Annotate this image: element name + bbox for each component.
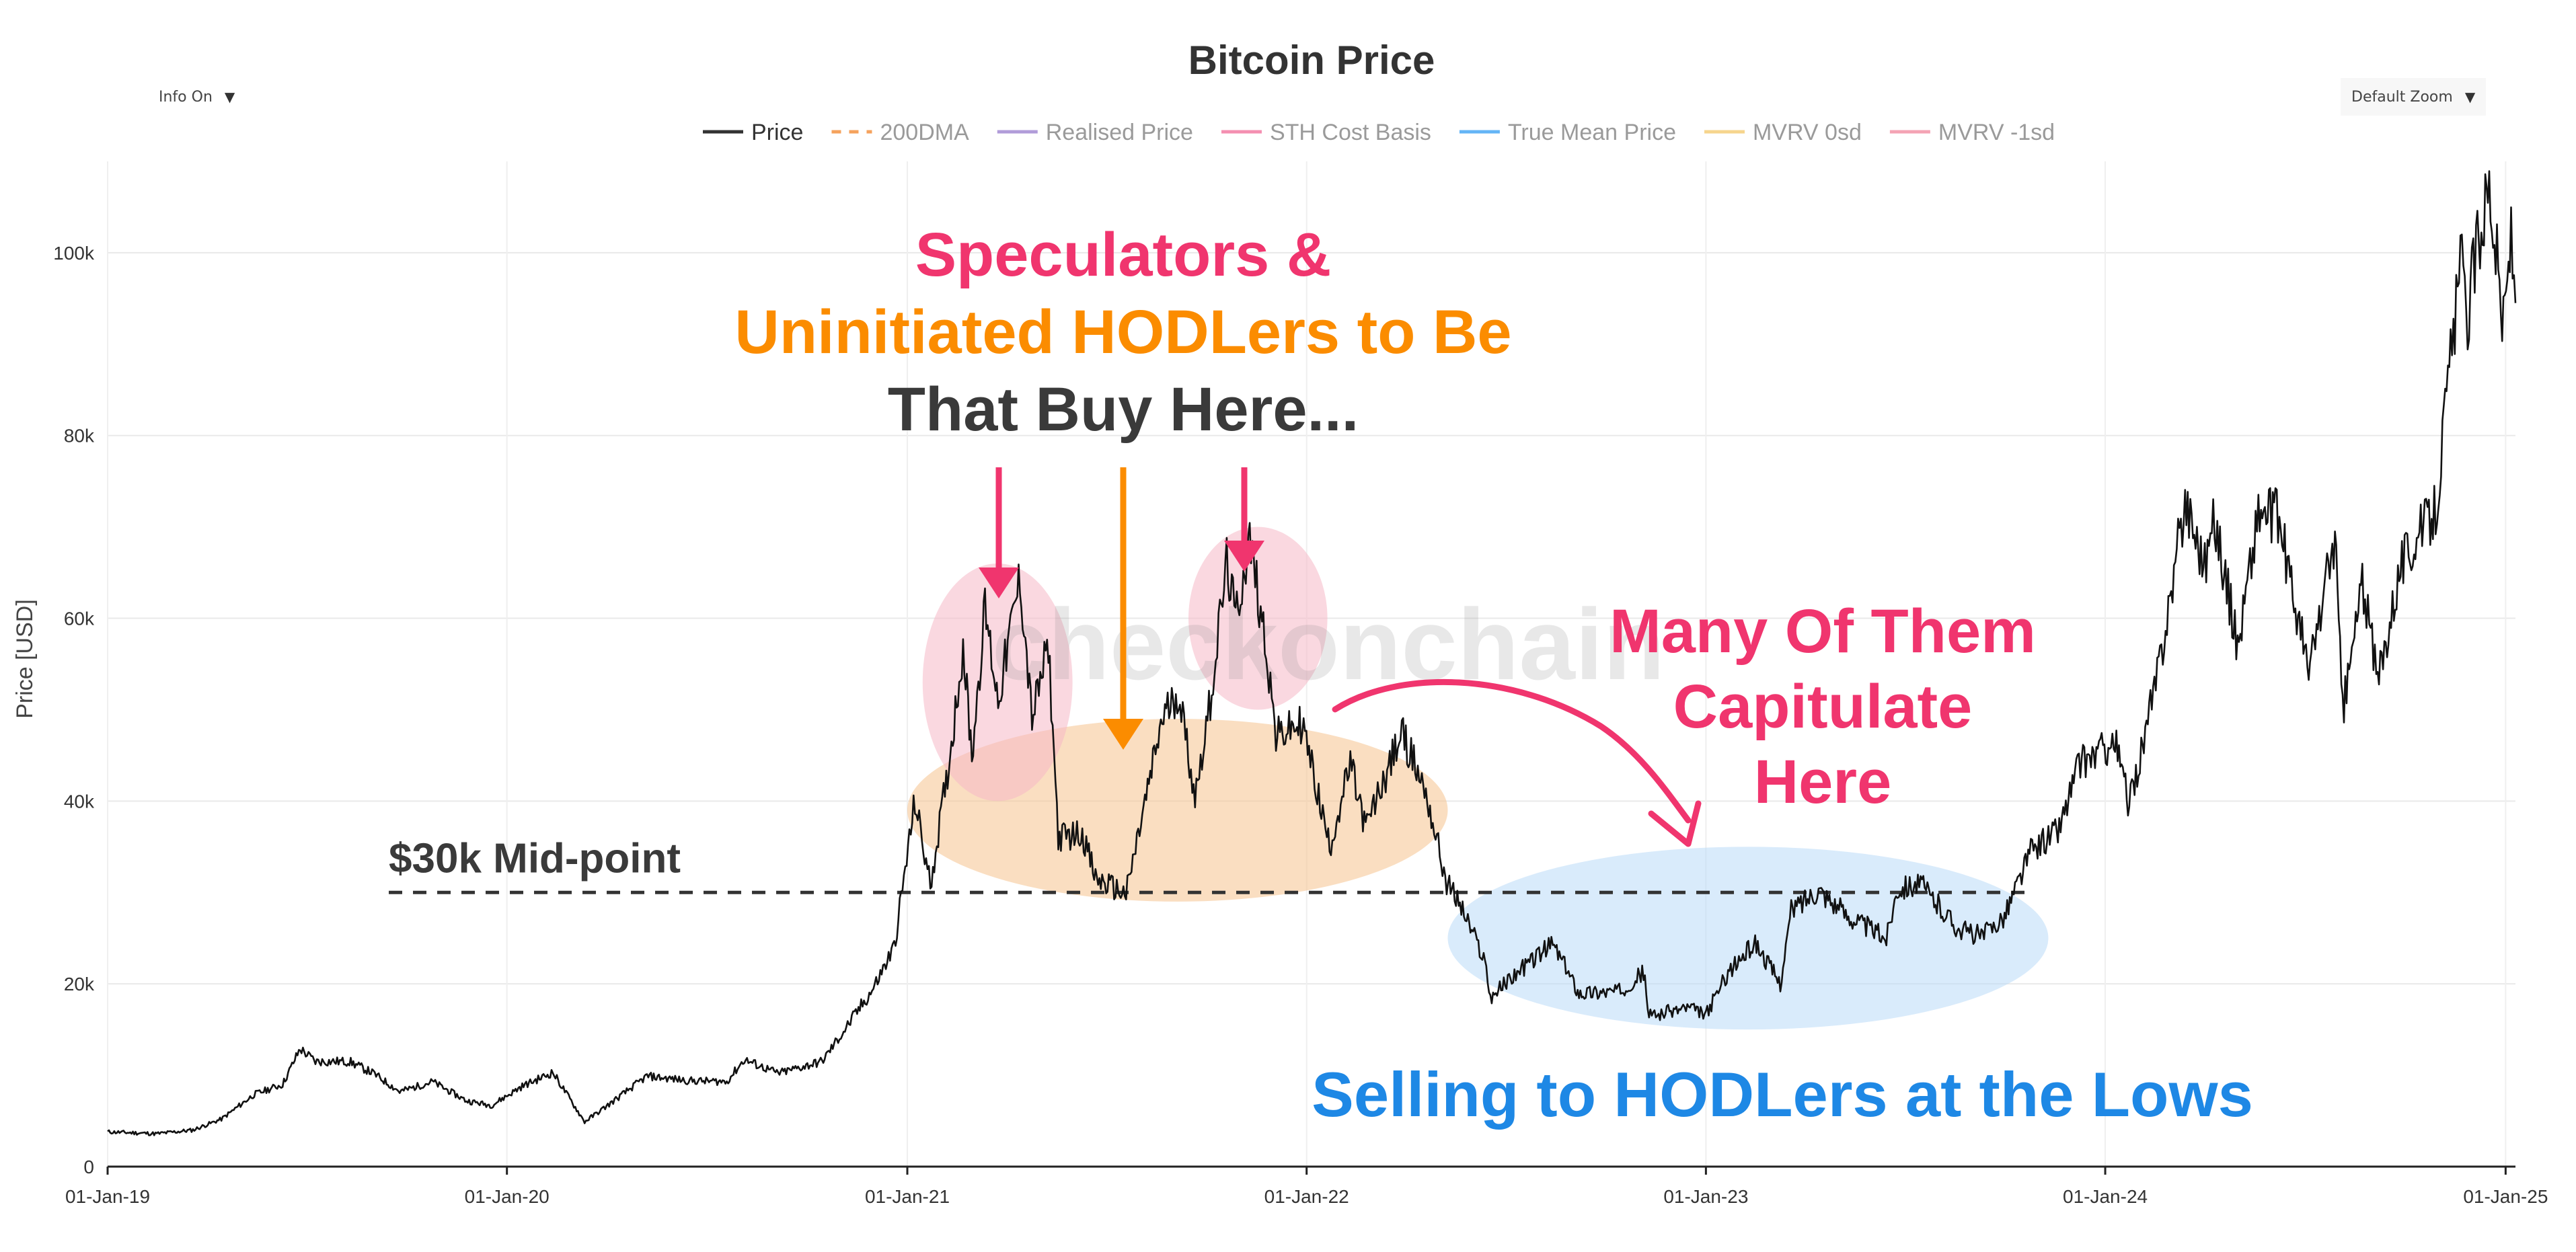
annotation-text: That Buy Here...: [888, 375, 1359, 444]
y-tick-label: 60k: [64, 609, 95, 629]
y-tick-label: 0: [83, 1157, 94, 1177]
info-toggle-label: Info On: [159, 88, 213, 106]
legend-label: Realised Price: [1046, 120, 1193, 145]
zoom-select-dropdown[interactable]: Default Zoom ▼: [2341, 78, 2487, 116]
arrow-down-pink-left-head: [979, 568, 1019, 598]
legend-label: MVRV 0sd: [1753, 120, 1862, 145]
annotation-line: Uninitiated HODLers to Be: [734, 298, 1511, 366]
caret-down-icon: ▼: [224, 89, 235, 105]
chart-title: Bitcoin Price: [1188, 38, 1435, 83]
y-tick-label: 80k: [64, 426, 95, 446]
legend-label: STH Cost Basis: [1270, 120, 1431, 145]
legend-item[interactable]: MVRV 0sd: [1704, 120, 1862, 145]
arrow-down-pink-right-head: [1224, 541, 1264, 572]
legend-item[interactable]: Price: [703, 120, 803, 145]
legend: Price 200DMA Realised Price STH Cost Basis T…: [703, 120, 2055, 145]
annotation-line: Selling to HODLers at the Lows: [1312, 1059, 2253, 1130]
legend-item[interactable]: True Mean Price: [1459, 120, 1676, 145]
annotation-line: Capitulate: [1673, 672, 1973, 741]
legend-item[interactable]: 200DMA: [831, 120, 969, 145]
y-tick-label: 100k: [53, 243, 95, 264]
annotation-line: Here: [1754, 748, 1892, 816]
x-tick-label: 01-Jan-21: [865, 1186, 950, 1207]
x-tick-label: 01-Jan-24: [2063, 1186, 2148, 1207]
legend-label: Price: [751, 120, 803, 145]
curved-arrow: [1332, 678, 1692, 824]
axis-layer: 0 20k 40k 60k 80k 100k 01-Jan-19 01-Jan-20 01-Ja…: [53, 243, 2548, 1207]
arrow-down-orange-head: [1103, 719, 1143, 750]
annotation-text: Many Of Them Capitulate Here: [1609, 597, 2036, 816]
annotation-text: Selling to HODLers at the Lows: [1312, 1059, 2253, 1130]
x-tick-label: 01-Jan-22: [1264, 1186, 1349, 1207]
watermark: checkonchain: [992, 588, 1665, 701]
y-tick-label: 20k: [64, 974, 95, 994]
reference-lines: $30k Mid-point: [389, 835, 2026, 894]
x-tick-label: 01-Jan-25: [2463, 1186, 2548, 1207]
legend-label: True Mean Price: [1508, 120, 1676, 145]
annotation-line: That Buy Here...: [888, 375, 1359, 444]
annotation-text: Speculators &: [915, 221, 1332, 289]
zoom-select-label: Default Zoom: [2351, 88, 2453, 106]
x-tick-label: 01-Jan-19: [65, 1186, 150, 1207]
annotation-text: Uninitiated HODLers to Be: [734, 298, 1511, 366]
x-tick-label: 01-Jan-20: [465, 1186, 550, 1207]
y-axis-label: Price [USD]: [12, 599, 38, 719]
x-tick-label: 01-Jan-23: [1663, 1186, 1748, 1207]
legend-item[interactable]: Realised Price: [997, 120, 1193, 145]
legend-item[interactable]: MVRV -1sd: [1889, 120, 2055, 145]
highlight-capitulation-zone: [1447, 847, 2049, 1030]
legend-item[interactable]: STH Cost Basis: [1221, 120, 1431, 145]
legend-label: 200DMA: [880, 120, 969, 145]
price-series-line: [107, 170, 2517, 1136]
annotation-layer: Speculators & Uninitiated HODLers to Be Th…: [734, 221, 2252, 1130]
annotation-line: Many Of Them: [1609, 597, 2036, 666]
legend-label: MVRV -1sd: [1938, 120, 2055, 145]
curved-arrow-head: [1648, 800, 1702, 847]
reference-line-label: $30k Mid-point: [389, 835, 681, 882]
series-layer: [107, 170, 2517, 1136]
info-toggle-dropdown[interactable]: Info On ▼: [148, 78, 245, 116]
y-tick-label: 40k: [64, 791, 95, 812]
caret-down-icon: ▼: [2464, 89, 2476, 105]
annotation-line: Speculators &: [915, 221, 1332, 289]
